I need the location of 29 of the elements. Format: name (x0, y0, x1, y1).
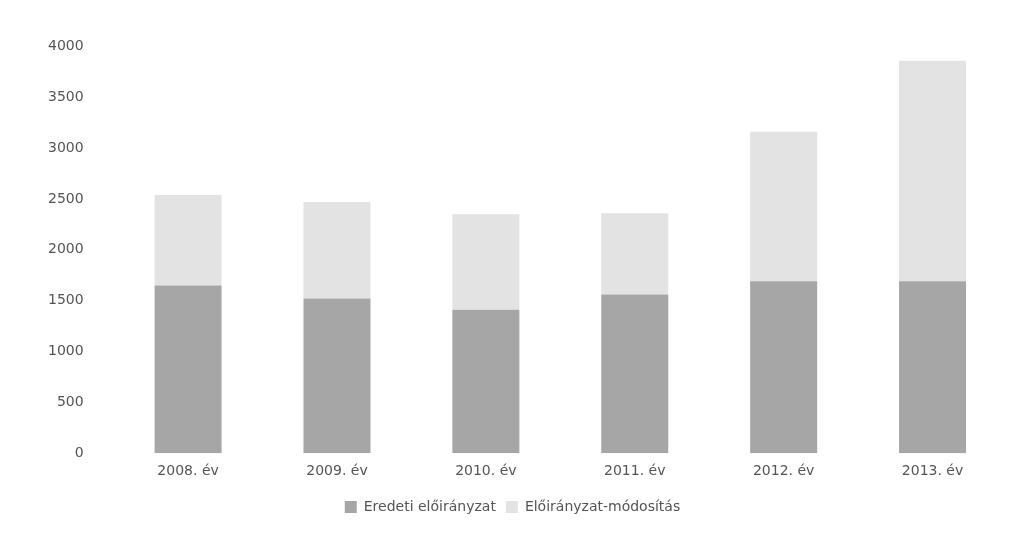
bar (601, 213, 669, 295)
legend-label: Előirányzat-módosítás (524, 497, 681, 514)
y-tick-label: 2000 (47, 240, 84, 257)
bar (750, 281, 818, 454)
x-tick-label: 2011. év (604, 462, 666, 479)
x-tick-label: 2009. év (306, 462, 368, 479)
y-tick-label: 0 (74, 443, 84, 460)
bar (303, 298, 371, 454)
bar (303, 202, 371, 299)
y-tick-label: 4000 (47, 37, 84, 54)
x-tick-label: 2013. év (901, 462, 964, 479)
bar (154, 285, 222, 454)
x-tick-label: 2010. év (455, 462, 517, 479)
bar (899, 60, 967, 282)
bar (154, 194, 222, 286)
bar (750, 131, 818, 282)
bar (899, 281, 967, 454)
x-tick-label: 2012. év (752, 462, 815, 479)
bar (452, 214, 520, 310)
legend-label: Eredeti előirányzat (363, 497, 497, 514)
y-tick-label: 1500 (47, 291, 84, 308)
y-tick-label: 2500 (47, 189, 84, 206)
y-tick-label: 500 (56, 392, 84, 409)
x-tick-label: 2008. év (157, 462, 219, 479)
y-tick-label: 3500 (47, 87, 84, 104)
bar (601, 294, 669, 454)
y-tick-label: 3000 (47, 138, 84, 155)
y-tick-label: 1000 (47, 342, 84, 359)
bar (452, 309, 520, 454)
